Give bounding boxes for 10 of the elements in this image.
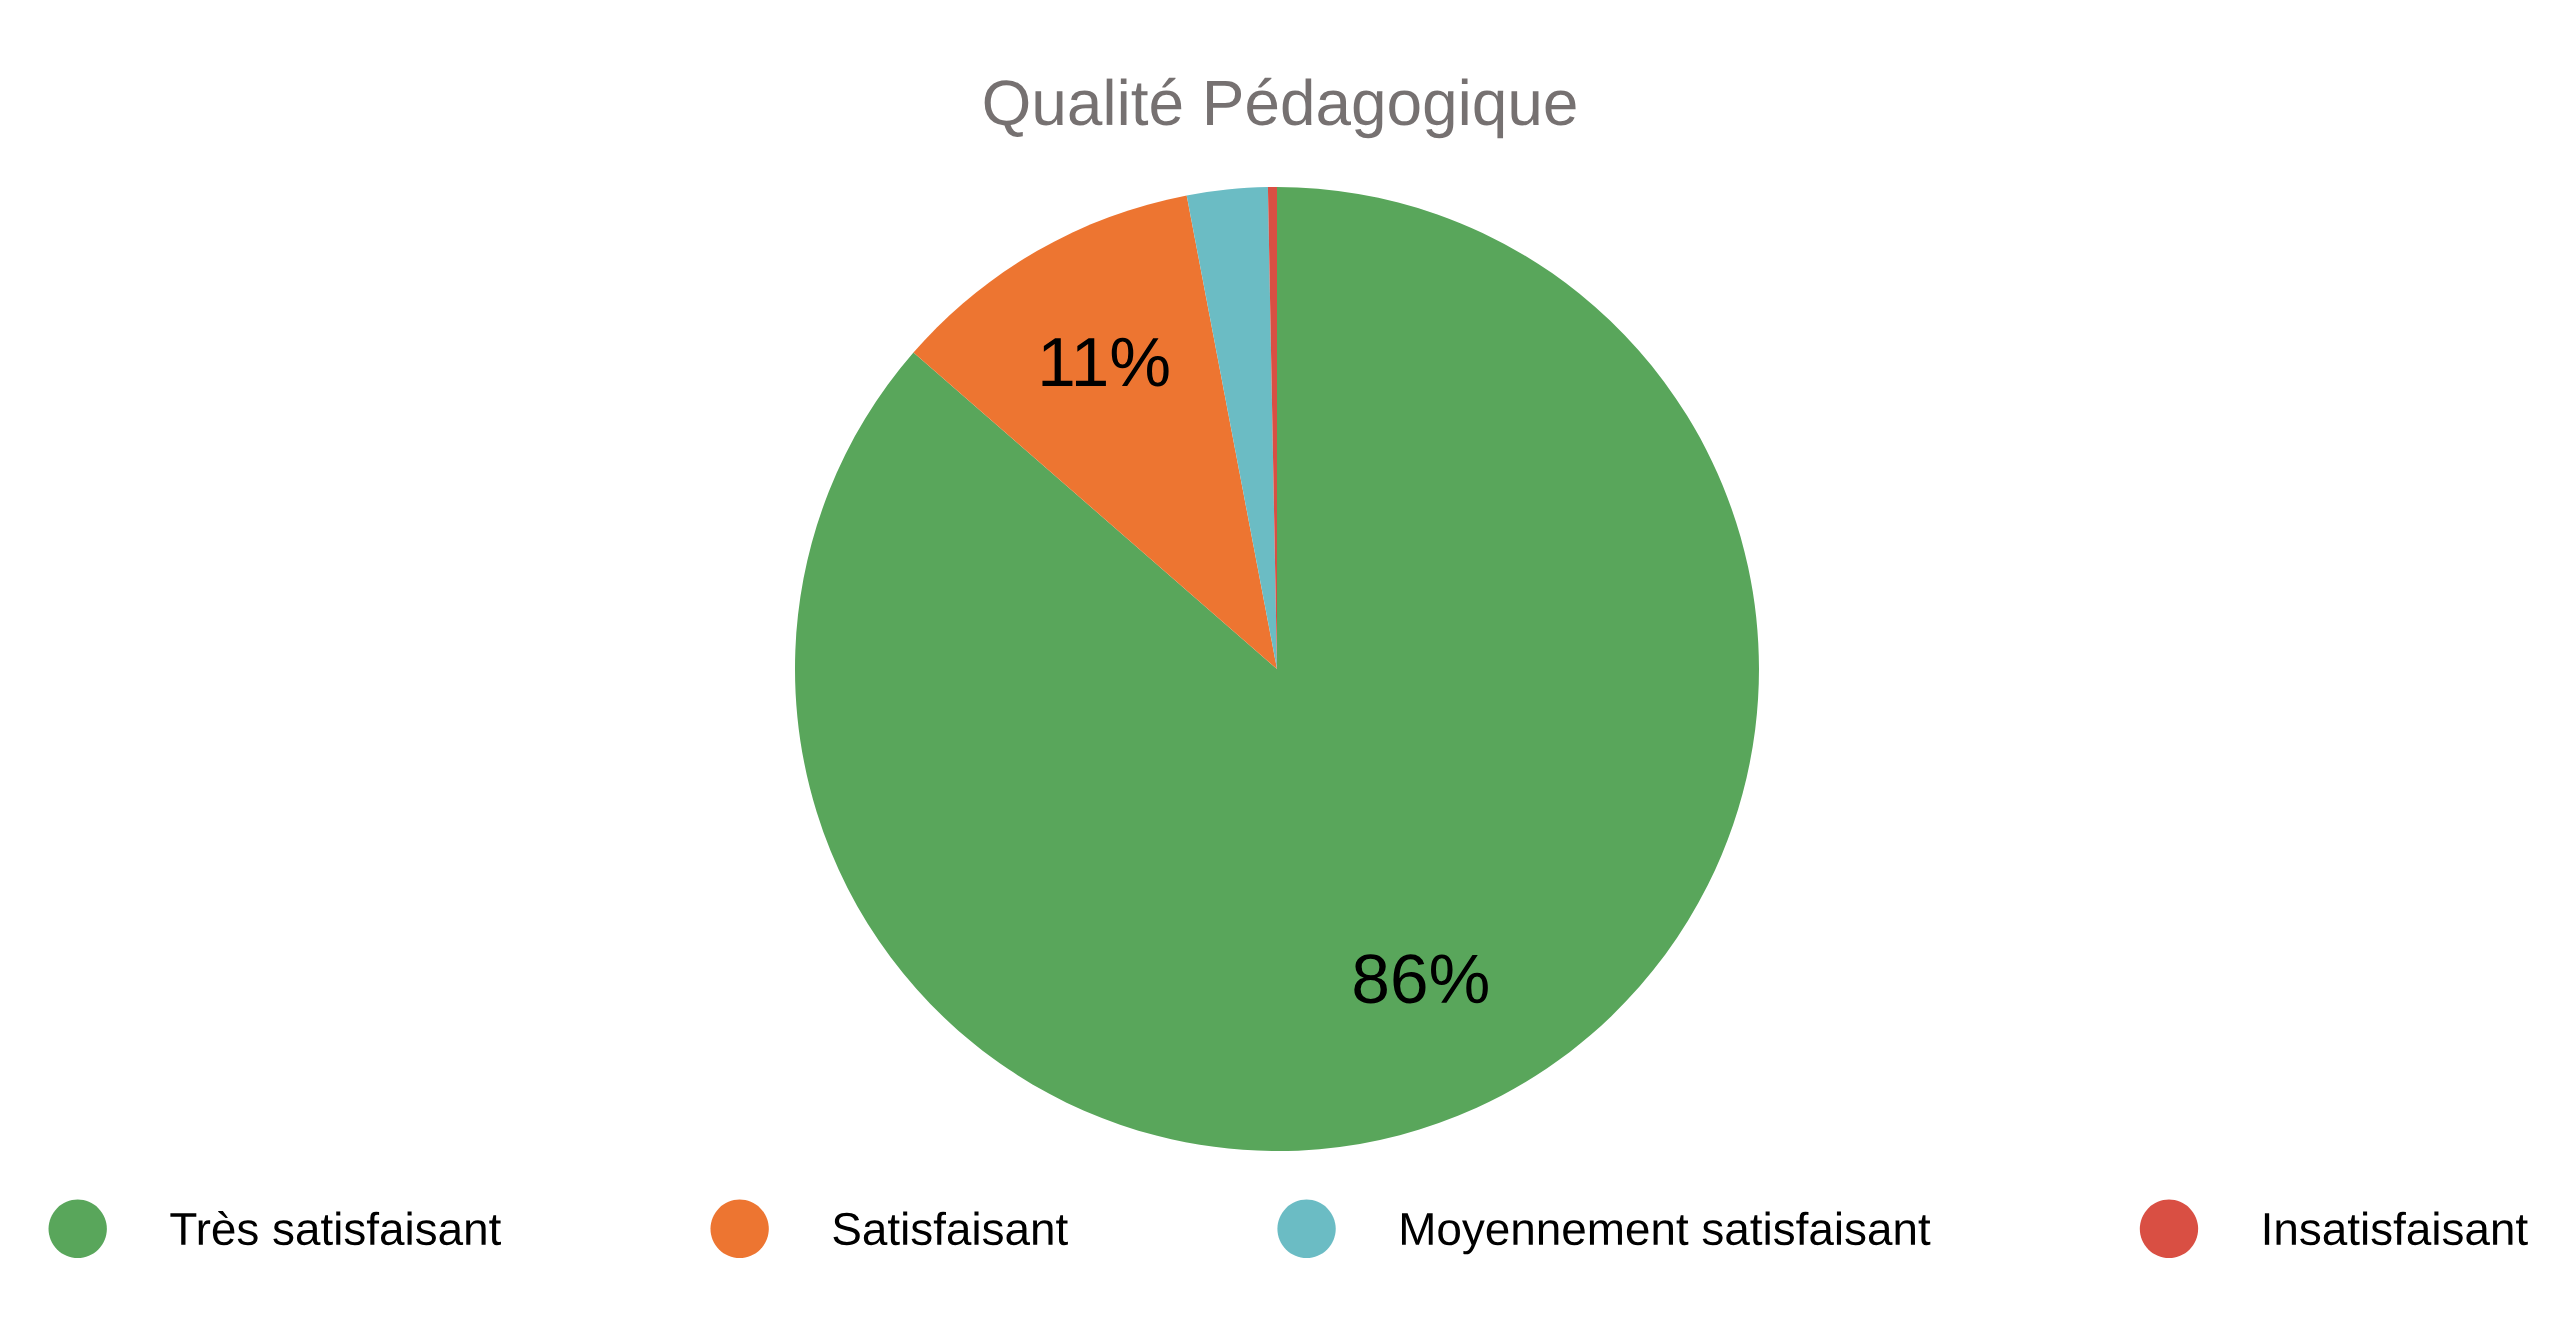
data-label: 86% <box>1354 954 1488 1004</box>
chart-title: Qualité Pédagogique <box>984 77 1576 139</box>
legend-label: Moyennement satisfaisant <box>1401 1211 1931 1255</box>
pie-slice <box>1186 187 1277 669</box>
legend-label: Très satisfaisant <box>170 1211 501 1246</box>
pie-slice <box>795 187 1759 1151</box>
legend-label: Satisfaisant <box>833 1211 1068 1246</box>
legend-label: Insatisfaisant <box>2264 1211 2528 1246</box>
data-label: 11% <box>1042 337 1169 387</box>
pie-slice <box>913 195 1277 669</box>
